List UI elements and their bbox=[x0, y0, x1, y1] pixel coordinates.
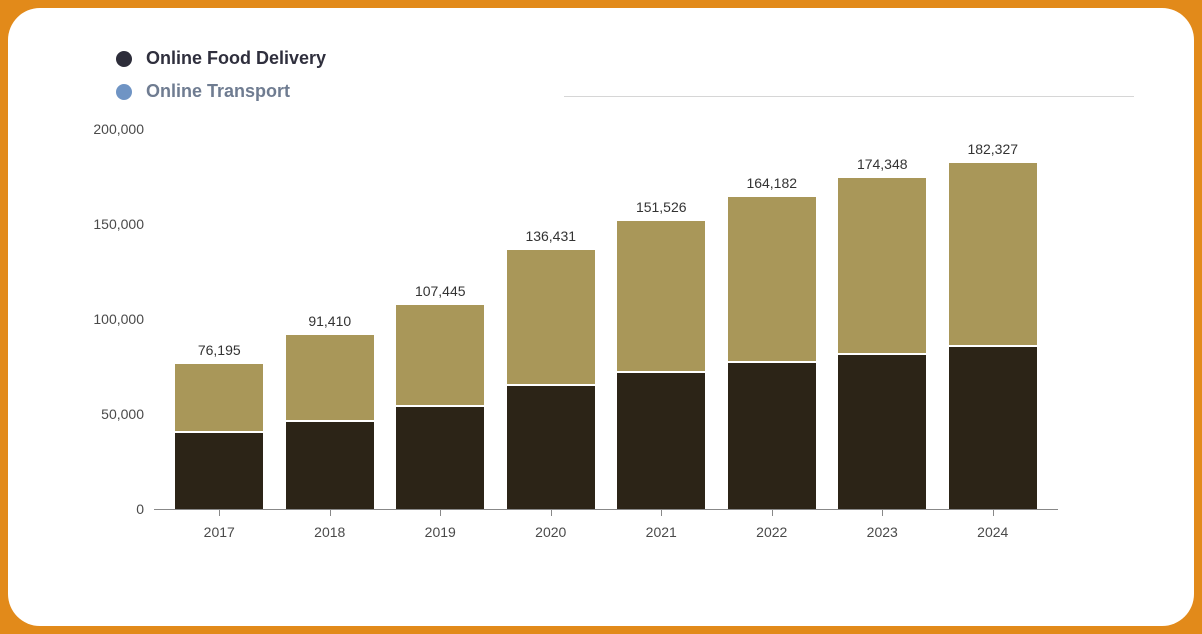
x-tick-mark bbox=[993, 510, 994, 516]
bar-total-label: 107,445 bbox=[415, 283, 466, 299]
bars-container: 76,195 91,410 107,445 136,431 151,526 164,182… bbox=[154, 130, 1058, 509]
plot-area: 76,195 91,410 107,445 136,431 151,526 164,182… bbox=[154, 130, 1058, 510]
bar-total-label: 174,348 bbox=[857, 156, 908, 172]
legend-item-food-delivery: Online Food Delivery bbox=[116, 48, 1134, 69]
bar-segment-top bbox=[728, 197, 816, 361]
bar-slot: 76,195 bbox=[175, 342, 263, 509]
bar-segment-bottom bbox=[838, 353, 926, 509]
bar-segment-top bbox=[617, 221, 705, 371]
bar-stack bbox=[949, 163, 1037, 509]
bar-segment-top bbox=[175, 364, 263, 431]
x-tick-mark bbox=[330, 510, 331, 516]
x-tick-label: 2019 bbox=[396, 510, 484, 550]
bar-segment-bottom bbox=[507, 384, 595, 509]
y-tick-label: 50,000 bbox=[101, 406, 144, 422]
legend-item-transport: Online Transport bbox=[116, 81, 1134, 102]
bar-segment-bottom bbox=[617, 371, 705, 509]
bar-stack bbox=[396, 305, 484, 509]
bar-total-label: 76,195 bbox=[198, 342, 241, 358]
bar-segment-bottom bbox=[286, 420, 374, 509]
bar-segment-bottom bbox=[396, 405, 484, 510]
x-tick-label: 2023 bbox=[838, 510, 926, 550]
bar-slot: 107,445 bbox=[396, 283, 484, 509]
bar-slot: 91,410 bbox=[286, 313, 374, 509]
x-tick-label: 2024 bbox=[949, 510, 1037, 550]
bar-total-label: 91,410 bbox=[308, 313, 351, 329]
y-tick-label: 200,000 bbox=[93, 121, 144, 137]
x-tick-mark bbox=[551, 510, 552, 516]
x-tick-mark bbox=[440, 510, 441, 516]
bar-total-label: 164,182 bbox=[746, 175, 797, 191]
bar-stack bbox=[286, 335, 374, 509]
bar-segment-bottom bbox=[728, 361, 816, 509]
y-tick-label: 150,000 bbox=[93, 216, 144, 232]
x-tick-label: 2020 bbox=[507, 510, 595, 550]
decor-line bbox=[564, 96, 1134, 97]
bar-segment-bottom bbox=[175, 431, 263, 509]
bar-slot: 182,327 bbox=[949, 141, 1037, 509]
bar-slot: 136,431 bbox=[507, 228, 595, 509]
legend-label: Online Food Delivery bbox=[146, 48, 326, 69]
bar-slot: 151,526 bbox=[617, 199, 705, 509]
bar-slot: 174,348 bbox=[838, 156, 926, 509]
x-tick-label: 2022 bbox=[728, 510, 816, 550]
x-tick-label: 2021 bbox=[617, 510, 705, 550]
x-tick-label: 2018 bbox=[286, 510, 374, 550]
x-tick-mark bbox=[661, 510, 662, 516]
bar-slot: 164,182 bbox=[728, 175, 816, 509]
bar-stack bbox=[728, 197, 816, 509]
legend-dot-icon bbox=[116, 51, 132, 67]
chart-card: Online Food Delivery Online Transport 76… bbox=[8, 8, 1194, 626]
bar-segment-top bbox=[507, 250, 595, 384]
bar-segment-bottom bbox=[949, 345, 1037, 509]
legend-dot-icon bbox=[116, 84, 132, 100]
chart: 76,195 91,410 107,445 136,431 151,526 164,182… bbox=[78, 130, 1058, 550]
x-axis: 2017 2018 2019 2020 2021 2022 2023 2024 bbox=[154, 510, 1058, 550]
bar-stack bbox=[617, 221, 705, 509]
bar-total-label: 151,526 bbox=[636, 199, 687, 215]
bar-total-label: 182,327 bbox=[967, 141, 1018, 157]
legend-label: Online Transport bbox=[146, 81, 290, 102]
x-tick-mark bbox=[882, 510, 883, 516]
legend: Online Food Delivery Online Transport bbox=[116, 48, 1134, 102]
x-tick-mark bbox=[219, 510, 220, 516]
bar-segment-top bbox=[949, 163, 1037, 345]
bar-segment-top bbox=[838, 178, 926, 353]
bar-stack bbox=[507, 250, 595, 509]
y-tick-label: 100,000 bbox=[93, 311, 144, 327]
bar-stack bbox=[838, 178, 926, 509]
bar-stack bbox=[175, 364, 263, 509]
bar-segment-top bbox=[396, 305, 484, 405]
bar-segment-top bbox=[286, 335, 374, 419]
x-tick-label: 2017 bbox=[175, 510, 263, 550]
x-tick-mark bbox=[772, 510, 773, 516]
outer-frame: Online Food Delivery Online Transport 76… bbox=[0, 0, 1202, 634]
bar-total-label: 136,431 bbox=[525, 228, 576, 244]
y-tick-label: 0 bbox=[136, 501, 144, 517]
